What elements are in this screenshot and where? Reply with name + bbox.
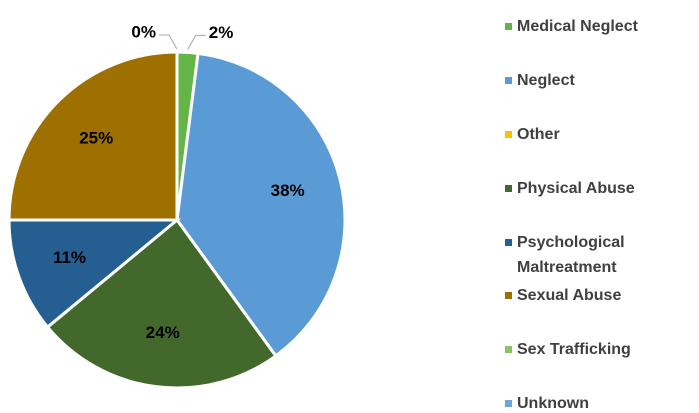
legend-label: Unknown xyxy=(517,395,589,412)
legend-swatch xyxy=(505,239,512,246)
legend-item: Medical Neglect xyxy=(505,18,639,35)
legend-label: Physical Abuse xyxy=(517,180,635,197)
legend-item: Neglect xyxy=(505,72,575,89)
legend-swatch xyxy=(505,185,512,192)
legend-swatch xyxy=(505,131,512,138)
legend-label: Other xyxy=(517,126,560,143)
leader-line xyxy=(187,34,206,50)
leader-line xyxy=(159,34,178,50)
legend-swatch xyxy=(505,346,512,353)
legend-item: Physical Abuse xyxy=(505,180,635,197)
legend-item: Sexual Abuse xyxy=(505,287,621,304)
data-label: 11% xyxy=(53,248,86,267)
data-label: 25% xyxy=(79,129,113,148)
legend-label: Neglect xyxy=(517,72,575,89)
legend-swatch xyxy=(505,292,512,299)
data-label: 24% xyxy=(146,323,180,342)
data-label: 2% xyxy=(209,23,234,42)
pie-slice xyxy=(175,51,347,359)
legend-label: Sexual Abuse xyxy=(517,287,621,304)
data-label: 38% xyxy=(271,181,305,200)
legend-item: Sex Trafficking xyxy=(505,341,631,358)
legend-label: Medical Neglect xyxy=(517,18,639,35)
legend-swatch xyxy=(505,23,512,30)
data-label: 0% xyxy=(131,22,156,41)
legend-swatch xyxy=(505,400,512,407)
legend-item: Other xyxy=(505,126,560,143)
legend-item: Unknown xyxy=(505,395,589,412)
legend-label: Psychological Maltreatment xyxy=(517,234,625,276)
legend-label: Sex Trafficking xyxy=(517,341,631,358)
pie-slice xyxy=(7,218,182,330)
pie-slice xyxy=(45,217,278,390)
pie-slice xyxy=(7,50,179,222)
legend-item: Psychological Maltreatment xyxy=(505,234,625,276)
legend-swatch xyxy=(505,77,512,84)
